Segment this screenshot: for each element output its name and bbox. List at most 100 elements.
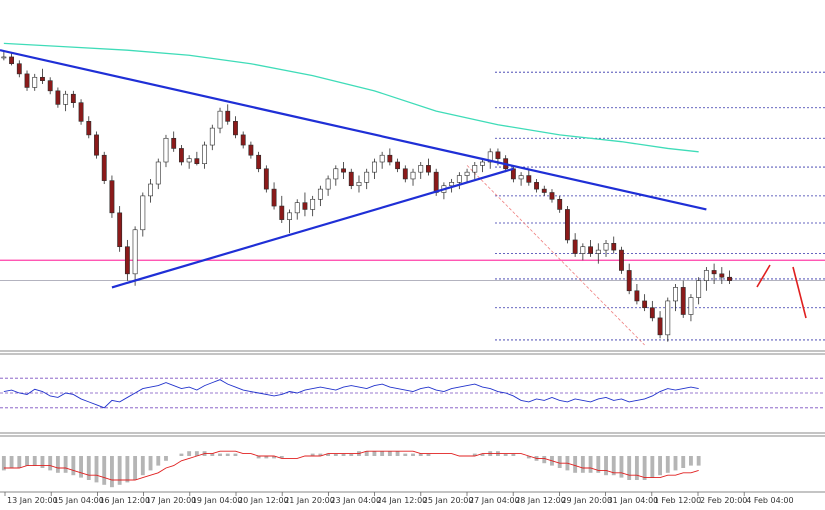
candle — [47, 80, 53, 92]
x-tick-label: 13 Jan 20:00 — [7, 496, 58, 505]
candle — [464, 171, 470, 176]
candle — [642, 300, 648, 309]
candle — [541, 188, 547, 193]
candle — [449, 182, 455, 187]
x-tick-label: 27 Jan 04:00 — [469, 496, 520, 505]
candle — [619, 249, 624, 271]
candle — [163, 137, 169, 163]
candle — [595, 249, 601, 254]
candle — [364, 171, 370, 183]
candle — [680, 287, 686, 315]
candle — [178, 148, 184, 163]
candle — [217, 110, 223, 129]
candle — [333, 168, 339, 180]
candle — [557, 198, 563, 210]
x-tick-label: 20 Jan 12:00 — [238, 496, 289, 505]
candle — [603, 243, 609, 251]
candle — [688, 297, 694, 315]
candle — [649, 307, 655, 319]
candle — [534, 182, 539, 190]
candle — [588, 246, 594, 254]
candle — [456, 175, 462, 183]
candle — [317, 188, 323, 200]
candle — [526, 175, 532, 183]
candle — [171, 137, 177, 149]
candle — [433, 171, 439, 193]
candle — [209, 127, 215, 146]
candle — [387, 154, 393, 163]
candle — [379, 154, 385, 163]
candle — [32, 76, 38, 88]
ascending-trendline — [111, 167, 514, 289]
candle — [371, 161, 377, 173]
candle — [703, 270, 709, 281]
x-tick-label: 21 Jan 20:00 — [284, 496, 335, 505]
descending-trendline — [0, 49, 707, 211]
candle — [248, 144, 254, 156]
rsi-line — [3, 379, 699, 409]
candle — [9, 56, 15, 65]
candle — [480, 161, 485, 166]
candle — [70, 93, 76, 103]
candle — [572, 239, 578, 254]
candle — [487, 151, 493, 163]
candle — [518, 175, 524, 180]
candle — [186, 158, 192, 163]
candle — [310, 198, 316, 210]
candle — [287, 212, 292, 220]
x-tick-label: 29 Jan 20:00 — [561, 496, 612, 505]
candle — [673, 287, 678, 302]
candle — [194, 158, 200, 164]
candle — [124, 246, 130, 275]
candle — [155, 161, 161, 185]
candle — [665, 300, 671, 336]
candle — [202, 144, 208, 164]
candle — [240, 134, 246, 146]
up-projection-line — [756, 264, 771, 288]
x-tick-label: 15 Jan 04:00 — [53, 496, 104, 505]
candle — [263, 168, 269, 190]
candle — [279, 205, 285, 220]
candle — [271, 188, 277, 207]
x-tick-label: 23 Jan 04:00 — [330, 496, 381, 505]
candle — [302, 202, 308, 210]
candle — [634, 290, 640, 302]
x-tick-label: 19 Jan 04:00 — [192, 496, 243, 505]
macd-signal-line — [3, 450, 699, 481]
candle — [495, 151, 501, 159]
candle — [626, 270, 632, 292]
down-projection-line — [792, 266, 807, 319]
candle — [719, 273, 725, 278]
x-tick-label: 25 Jan 20:00 — [423, 496, 474, 505]
candle — [233, 121, 238, 136]
candle — [24, 73, 30, 88]
break-dashed-line — [466, 165, 645, 346]
moving-average-line — [3, 42, 699, 153]
candle — [86, 121, 92, 136]
candle — [580, 246, 586, 254]
candle — [727, 276, 732, 281]
x-tick-label: 17 Jan 20:00 — [146, 496, 197, 505]
candle — [472, 165, 478, 173]
candle — [341, 168, 346, 173]
candle — [294, 202, 300, 214]
x-tick-label: 1 Feb 12:00 — [654, 496, 701, 505]
candle — [101, 154, 107, 181]
candle — [611, 243, 617, 251]
candle — [94, 134, 99, 156]
candle — [55, 90, 61, 105]
candle — [711, 270, 717, 275]
candle — [63, 93, 69, 105]
x-tick-label: 24 Jan 12:00 — [377, 496, 428, 505]
candle — [78, 102, 84, 122]
candle — [325, 178, 331, 190]
candle — [1, 56, 7, 59]
candle — [140, 195, 146, 231]
x-tick-label: 28 Jan 12:00 — [515, 496, 566, 505]
candle — [657, 317, 663, 336]
candle — [696, 280, 702, 298]
candle — [348, 171, 354, 187]
candle — [16, 63, 22, 75]
